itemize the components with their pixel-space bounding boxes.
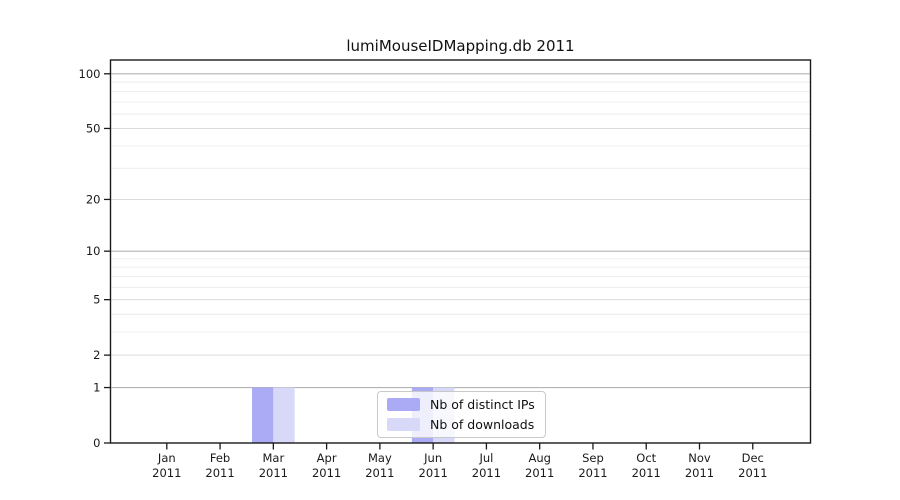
legend-item-distinct-ips: Nb of distinct IPs	[387, 397, 535, 412]
bar-mar-series0	[252, 387, 274, 443]
x-tick-label-month: Aug	[528, 451, 550, 465]
x-tick-label-year: 2011	[152, 466, 181, 480]
y-tick-label: 1	[93, 381, 100, 395]
x-tick-label-year: 2011	[205, 466, 234, 480]
chart-title: lumiMouseIDMapping.db 2011	[346, 37, 575, 55]
x-tick-label-month: Feb	[210, 451, 230, 465]
x-tick-label-month: Dec	[742, 451, 764, 465]
x-tick-label-year: 2011	[632, 466, 661, 480]
x-tick-label-year: 2011	[312, 466, 341, 480]
x-tick-label-month: Oct	[636, 451, 656, 465]
x-tick-label-year: 2011	[738, 466, 767, 480]
x-tick-label-year: 2011	[419, 466, 448, 480]
x-tick-label-month: Sep	[582, 451, 604, 465]
legend-swatch-downloads	[387, 418, 420, 431]
y-tick-label: 2	[93, 348, 100, 362]
legend: Nb of distinct IPs Nb of downloads	[377, 391, 546, 438]
y-tick-label: 5	[93, 293, 100, 307]
x-tick-label-year: 2011	[259, 466, 288, 480]
y-tick-label: 10	[86, 244, 101, 258]
x-tick-label-month: Apr	[317, 451, 337, 465]
x-tick-label-month: Mar	[262, 451, 284, 465]
x-tick-label-month: Jun	[423, 451, 442, 465]
x-tick-label-year: 2011	[685, 466, 714, 480]
y-tick-label: 50	[86, 121, 101, 135]
y-tick-label: 20	[86, 192, 101, 206]
legend-item-downloads: Nb of downloads	[387, 417, 535, 432]
x-tick-label-year: 2011	[365, 466, 394, 480]
x-tick-label-year: 2011	[578, 466, 607, 480]
bar-mar-series1	[273, 387, 295, 443]
x-tick-label-month: Jan	[157, 451, 176, 465]
x-tick-label-month: Nov	[688, 451, 711, 465]
x-tick-label-year: 2011	[472, 466, 501, 480]
legend-label-downloads: Nb of downloads	[430, 417, 535, 432]
x-tick-label-month: Jul	[478, 451, 493, 465]
x-tick-label-year: 2011	[525, 466, 554, 480]
x-tick-label-month: May	[368, 451, 392, 465]
y-tick-label: 0	[93, 436, 100, 450]
y-tick-label: 100	[79, 67, 101, 81]
legend-swatch-distinct-ips	[387, 398, 420, 411]
legend-label-distinct-ips: Nb of distinct IPs	[430, 397, 535, 412]
